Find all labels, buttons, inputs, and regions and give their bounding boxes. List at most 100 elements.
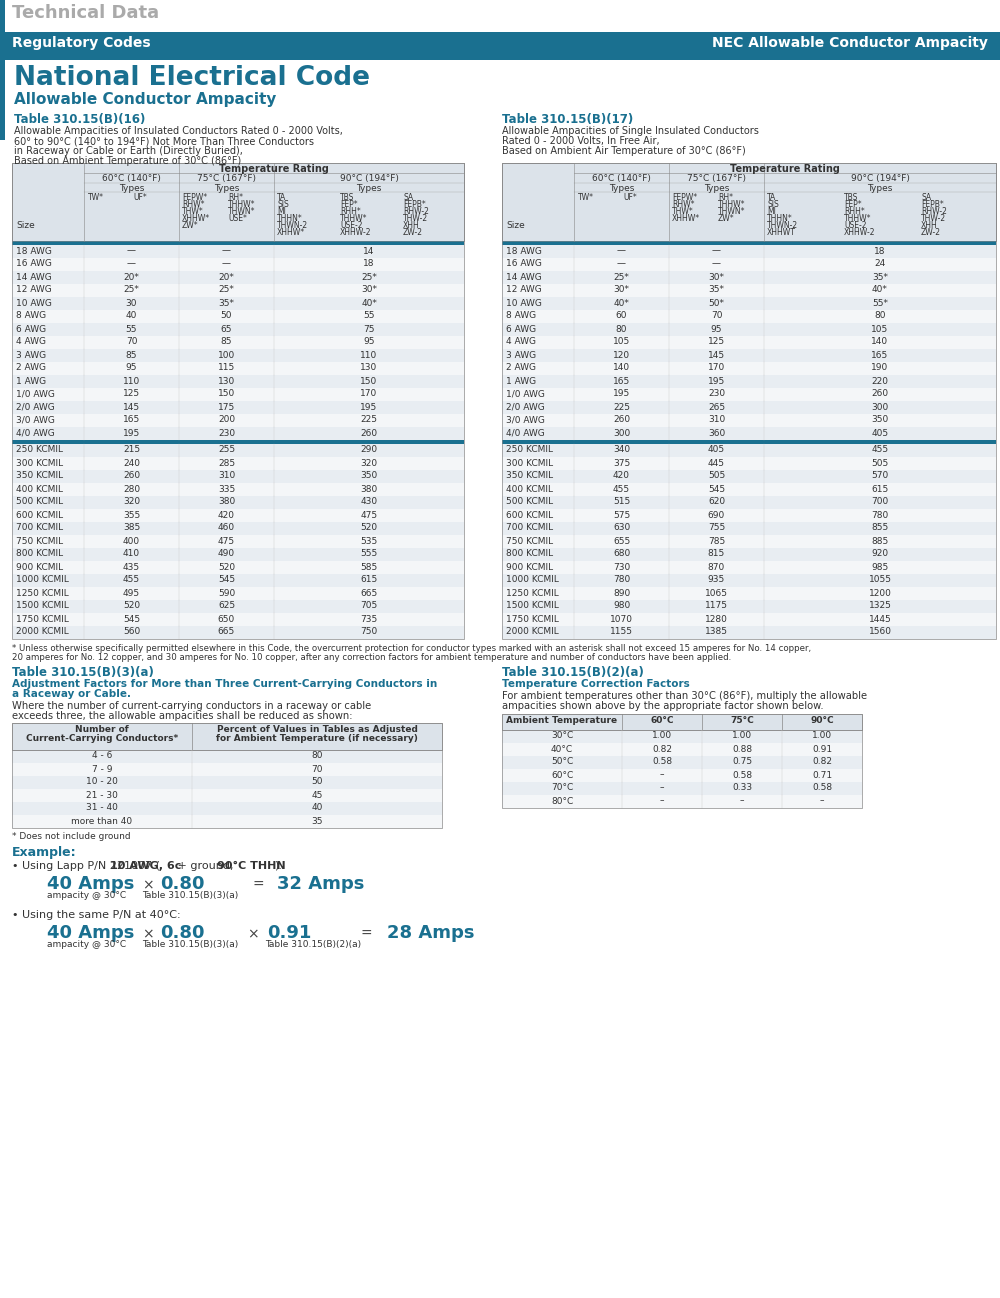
Bar xyxy=(12,763,442,776)
Text: 140: 140 xyxy=(613,363,630,373)
Text: 165: 165 xyxy=(123,415,140,424)
Bar xyxy=(502,323,996,336)
Text: 4/0 AWG: 4/0 AWG xyxy=(506,428,545,437)
Text: 400: 400 xyxy=(123,536,140,545)
Bar xyxy=(502,258,996,271)
Text: 70°C: 70°C xyxy=(551,784,573,793)
Text: 12 AWG: 12 AWG xyxy=(506,286,542,295)
Text: 585: 585 xyxy=(360,562,378,571)
Text: 815: 815 xyxy=(708,549,725,558)
Text: 175: 175 xyxy=(218,402,235,411)
Text: 125: 125 xyxy=(123,389,140,398)
Text: 28 Amps: 28 Amps xyxy=(387,924,475,942)
Text: 455: 455 xyxy=(871,445,889,454)
Bar xyxy=(12,164,464,241)
Text: 195: 195 xyxy=(708,376,725,386)
Bar xyxy=(12,323,464,336)
Bar xyxy=(502,794,862,807)
Bar xyxy=(502,483,996,496)
Text: 935: 935 xyxy=(708,575,725,584)
Text: 40*: 40* xyxy=(872,286,888,295)
Text: Table 310.15(B)(3)(a): Table 310.15(B)(3)(a) xyxy=(142,890,238,900)
Text: 30: 30 xyxy=(126,299,137,308)
Bar xyxy=(502,574,996,587)
Bar xyxy=(0,0,1000,32)
Text: 130: 130 xyxy=(218,376,235,386)
Text: SA: SA xyxy=(921,193,931,202)
Text: 380: 380 xyxy=(218,497,235,506)
Text: 700 KCMIL: 700 KCMIL xyxy=(16,523,63,532)
Text: 75°C: 75°C xyxy=(730,716,754,726)
Bar xyxy=(12,440,464,444)
Bar xyxy=(502,401,996,414)
Bar xyxy=(0,60,1000,140)
Text: 8 AWG: 8 AWG xyxy=(16,312,46,321)
Text: 520: 520 xyxy=(123,601,140,610)
Text: TA: TA xyxy=(277,193,286,202)
Bar xyxy=(12,561,464,574)
Text: 30*: 30* xyxy=(708,273,724,282)
Text: 1750 KCMIL: 1750 KCMIL xyxy=(16,614,69,623)
Bar xyxy=(502,755,862,768)
Bar xyxy=(12,349,464,362)
Text: 0.58: 0.58 xyxy=(812,784,832,793)
Text: FEP*: FEP* xyxy=(844,200,862,209)
Text: 20*: 20* xyxy=(219,273,234,282)
Text: 430: 430 xyxy=(360,497,378,506)
Bar xyxy=(574,164,996,173)
Text: 800 KCMIL: 800 KCMIL xyxy=(506,549,553,558)
Text: 1750 KCMIL: 1750 KCMIL xyxy=(506,614,559,623)
Bar xyxy=(502,768,862,781)
Bar xyxy=(12,164,464,639)
Text: 300: 300 xyxy=(613,428,630,437)
Text: 70: 70 xyxy=(711,312,722,321)
Text: ZW-2: ZW-2 xyxy=(921,228,941,238)
Text: 35: 35 xyxy=(311,816,323,826)
Bar xyxy=(502,427,996,440)
Text: 3/0 AWG: 3/0 AWG xyxy=(506,415,545,424)
Text: 60°C (140°F): 60°C (140°F) xyxy=(592,174,651,183)
Text: USE*: USE* xyxy=(228,214,247,223)
Text: Allowable Ampacities of Insulated Conductors Rated 0 - 2000 Volts,: Allowable Ampacities of Insulated Conduc… xyxy=(14,126,343,136)
Text: –: – xyxy=(740,797,744,806)
Text: 615: 615 xyxy=(871,484,889,493)
Text: 35*: 35* xyxy=(872,273,888,282)
Text: 780: 780 xyxy=(613,575,630,584)
Text: 1280: 1280 xyxy=(705,614,728,623)
Bar xyxy=(502,349,996,362)
Text: 545: 545 xyxy=(123,614,140,623)
Text: For ambient temperatures other than 30°C (86°F), multiply the allowable: For ambient temperatures other than 30°C… xyxy=(502,691,867,701)
Text: 7 - 9: 7 - 9 xyxy=(92,765,112,774)
Bar xyxy=(12,470,464,483)
Text: THWN*: THWN* xyxy=(718,206,746,215)
Text: 55: 55 xyxy=(363,312,375,321)
Text: 70: 70 xyxy=(126,337,137,347)
Text: 0.82: 0.82 xyxy=(652,745,672,754)
Text: 885: 885 xyxy=(871,536,889,545)
Text: 2 AWG: 2 AWG xyxy=(16,363,46,373)
Text: 3 AWG: 3 AWG xyxy=(16,350,46,360)
Text: 250 KCMIL: 250 KCMIL xyxy=(16,445,63,454)
Text: Based on Ambient Temperature of 30°C (86°F): Based on Ambient Temperature of 30°C (86… xyxy=(14,156,241,166)
Text: 195: 195 xyxy=(360,402,378,411)
Text: 665: 665 xyxy=(360,588,378,597)
Text: —: — xyxy=(127,260,136,269)
Text: 2/0 AWG: 2/0 AWG xyxy=(506,402,545,411)
Text: 900 KCMIL: 900 KCMIL xyxy=(16,562,63,571)
Text: 95: 95 xyxy=(126,363,137,373)
Text: 10 AWG, 6c: 10 AWG, 6c xyxy=(110,861,181,871)
Text: 475: 475 xyxy=(360,510,378,519)
Text: 0.58: 0.58 xyxy=(732,771,752,780)
Text: FEPW*: FEPW* xyxy=(672,193,697,202)
Text: RHH*: RHH* xyxy=(340,206,361,215)
Text: 195: 195 xyxy=(613,389,630,398)
Text: exceeds three, the allowable ampacities shall be reduced as shown:: exceeds three, the allowable ampacities … xyxy=(12,711,352,720)
Text: 225: 225 xyxy=(360,415,378,424)
Text: 385: 385 xyxy=(123,523,140,532)
Text: 400 KCMIL: 400 KCMIL xyxy=(506,484,553,493)
Text: 40: 40 xyxy=(311,803,323,813)
Text: Example:: Example: xyxy=(12,846,77,859)
Text: 260: 260 xyxy=(360,428,378,437)
Bar xyxy=(12,574,464,587)
Text: 24: 24 xyxy=(874,260,886,269)
